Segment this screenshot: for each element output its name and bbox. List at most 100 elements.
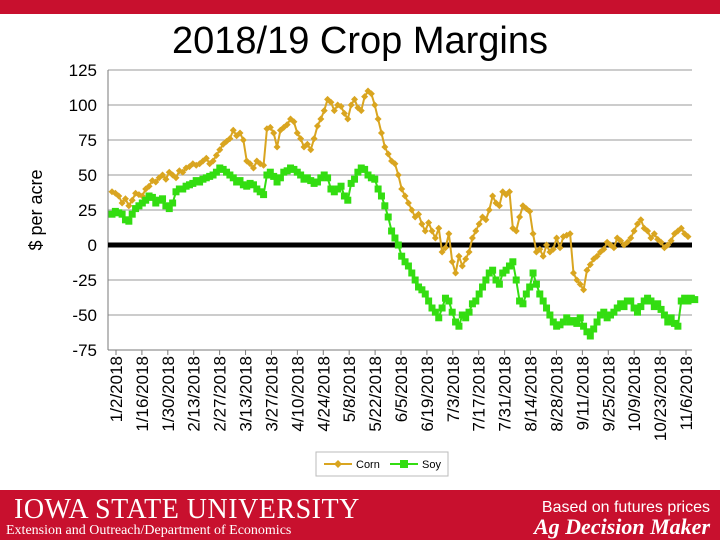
corn-point — [266, 123, 274, 131]
x-tick-label: 6/5/2018 — [392, 356, 411, 422]
legend-label-corn: Corn — [356, 459, 380, 471]
corn-point — [121, 195, 129, 203]
corn-point — [583, 266, 591, 274]
x-tick-label: 9/25/2018 — [599, 356, 618, 432]
corn-point — [317, 115, 325, 123]
corn-point — [617, 237, 625, 245]
soy-point — [236, 177, 244, 185]
corn-point — [361, 93, 369, 101]
corn-point — [115, 192, 123, 200]
corn-point — [408, 206, 416, 214]
y-tick-label: -75 — [72, 341, 97, 360]
soy-point — [347, 179, 355, 187]
corn-point — [657, 238, 665, 246]
corn-point — [270, 129, 278, 137]
corn-point — [644, 227, 652, 235]
corn-point — [418, 220, 426, 228]
soy-point — [502, 266, 510, 274]
soy-point — [613, 304, 621, 312]
soy-point — [654, 300, 662, 308]
x-tick-label: 1/16/2018 — [133, 356, 152, 432]
corn-point — [526, 207, 534, 215]
corn-point — [148, 177, 156, 185]
x-tick-label: 4/10/2018 — [288, 356, 307, 432]
soy-point — [398, 252, 406, 260]
corn-point — [468, 234, 476, 242]
soy-point — [512, 276, 520, 284]
soy-point — [633, 308, 641, 316]
soy-point — [532, 280, 540, 288]
futures-note: Based on futures prices — [541, 499, 710, 516]
corn-point — [172, 174, 180, 182]
corn-point — [347, 101, 355, 109]
corn-point — [246, 160, 254, 168]
corn-point — [159, 171, 167, 179]
x-tick-label: 1/2/2018 — [107, 356, 126, 422]
soy-point — [691, 296, 699, 304]
y-tick-label: -25 — [72, 271, 97, 290]
soy-point — [408, 269, 416, 277]
soy-point — [519, 300, 527, 308]
chart-title: 2018/19 Crop Margins — [172, 20, 548, 62]
corn-point — [239, 136, 247, 144]
soy-point — [404, 262, 412, 270]
corn-point — [549, 245, 557, 253]
soy-point — [559, 318, 567, 326]
soy-point — [276, 174, 284, 182]
corn-point — [637, 216, 645, 224]
soy-point — [270, 172, 278, 180]
corn-point — [569, 269, 577, 277]
corn-point — [445, 230, 453, 238]
corn-point — [465, 248, 473, 256]
corn-point — [610, 244, 618, 252]
soy-point — [674, 322, 682, 330]
soy-point — [165, 205, 173, 213]
corn-point — [226, 135, 234, 143]
y-tick-label: 125 — [69, 61, 97, 80]
corn-point — [431, 234, 439, 242]
corn-point — [472, 227, 480, 235]
corn-point — [539, 252, 547, 260]
soy-point — [394, 241, 402, 249]
soy-point — [273, 178, 281, 186]
corn-point — [313, 122, 321, 130]
soy-point — [212, 168, 220, 176]
corn-point — [485, 206, 493, 214]
x-tick-label: 6/19/2018 — [418, 356, 437, 432]
soy-point — [384, 213, 392, 221]
soy-point — [472, 297, 480, 305]
corn-point — [482, 216, 490, 224]
soy-point — [647, 297, 655, 305]
soy-point — [249, 181, 257, 189]
soy-point — [479, 283, 487, 291]
corn-point — [512, 227, 520, 235]
corn-point — [553, 234, 561, 242]
soy-point — [229, 174, 237, 182]
x-tick-label: 7/3/2018 — [444, 356, 463, 422]
soy-point — [549, 318, 557, 326]
corn-point — [438, 248, 446, 256]
soy-point — [411, 276, 419, 284]
x-tick-label: 9/11/2018 — [573, 356, 592, 430]
legend-marker-corn — [334, 460, 342, 468]
corn-point — [475, 220, 483, 228]
y-tick-label: 25 — [78, 201, 97, 220]
soy-point — [391, 234, 399, 242]
soy-point — [125, 217, 133, 225]
soy-point — [664, 318, 672, 326]
series-line-corn — [111, 89, 689, 293]
soy-point — [536, 290, 544, 298]
x-tick-label: 10/9/2018 — [625, 356, 644, 432]
corn-point — [573, 276, 581, 284]
soy-point — [583, 328, 591, 336]
corn-point — [495, 202, 503, 210]
y-tick-label: 0 — [88, 236, 97, 255]
corn-point — [516, 213, 524, 221]
soy-point — [630, 304, 638, 312]
soy-point — [428, 304, 436, 312]
corn-point — [351, 95, 359, 103]
soy-point — [573, 319, 581, 327]
soy-point — [118, 210, 126, 218]
y-axis-label: $ per acre — [26, 169, 46, 250]
corn-point — [377, 129, 385, 137]
